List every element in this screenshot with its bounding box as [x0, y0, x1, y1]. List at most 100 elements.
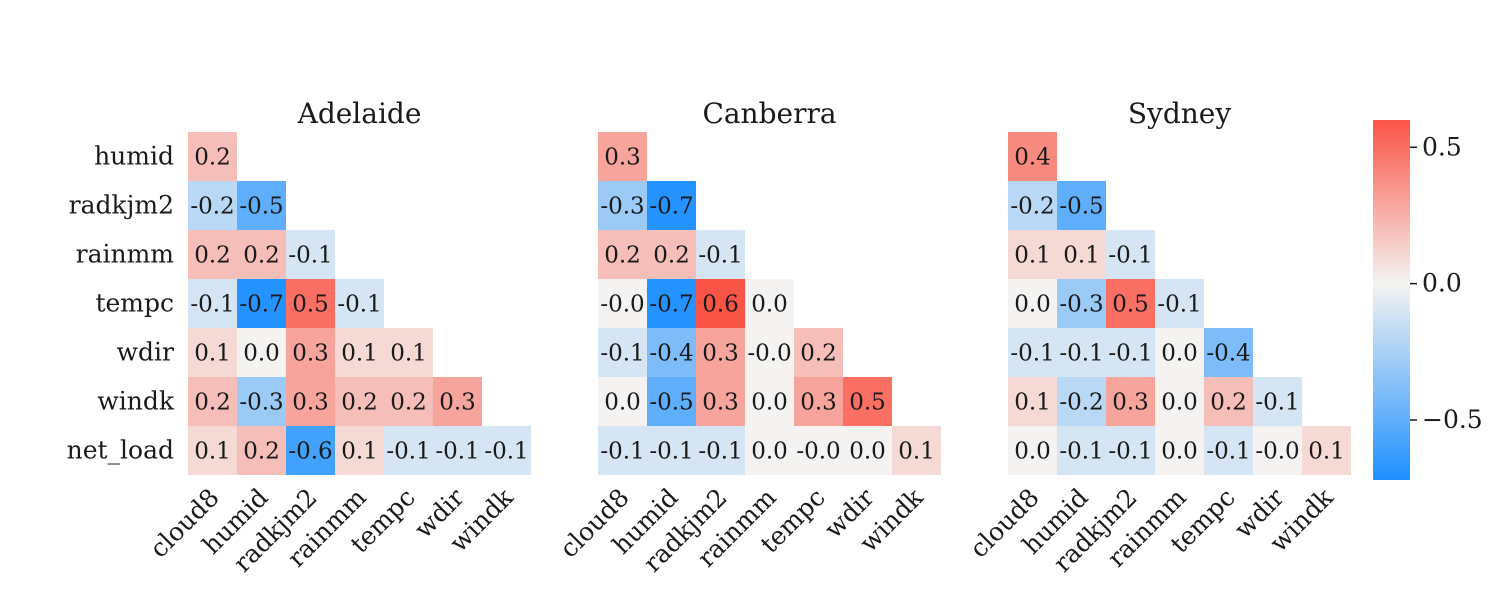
cell-value-label: 0.2 — [653, 243, 690, 269]
cell-value-label: -0.0 — [600, 292, 644, 318]
heatmap-cell — [647, 426, 696, 475]
heatmap-cell — [794, 377, 843, 426]
cell-value-label: -0.7 — [649, 194, 693, 220]
cell-value-label: 0.0 — [1161, 390, 1198, 416]
cell-value-label: 0.2 — [194, 145, 231, 171]
cell-value-label: 0.2 — [341, 390, 378, 416]
heatmap-cell — [1106, 230, 1155, 279]
panel-title: Canberra — [702, 97, 836, 130]
heatmap-cell — [598, 181, 647, 230]
cell-value-label: -0.2 — [190, 194, 234, 220]
cell-value-label: -0.1 — [1108, 243, 1152, 269]
heatmap-cell — [1008, 426, 1057, 475]
cell-value-label: -0.1 — [484, 439, 528, 465]
cell-value-label: -0.5 — [239, 194, 283, 220]
heatmap-cell — [598, 279, 647, 328]
cell-value-label: 0.3 — [292, 341, 329, 367]
heatmap-cell — [1008, 377, 1057, 426]
cell-value-label: 0.3 — [800, 390, 837, 416]
cell-value-label: 0.0 — [1161, 439, 1198, 465]
heatmap-cell — [1204, 426, 1253, 475]
cell-value-label: -0.1 — [190, 292, 234, 318]
colorbar-gradient — [1373, 120, 1410, 480]
heatmap-cell — [384, 328, 433, 377]
cell-value-label: -0.1 — [337, 292, 381, 318]
heatmap-cell — [384, 377, 433, 426]
colorbar: 0.5 0.0 −0.5 — [1373, 120, 1483, 480]
cell-value-label: -0.1 — [1010, 341, 1054, 367]
cell-value-label: 0.2 — [390, 390, 427, 416]
heatmap-cell — [335, 377, 384, 426]
cell-value-label: -0.2 — [1010, 194, 1054, 220]
cell-value-label: 0.0 — [751, 292, 788, 318]
cell-value-label: -0.0 — [747, 341, 791, 367]
cell-value-label: -0.3 — [239, 390, 283, 416]
heatmap-cell — [598, 426, 647, 475]
heatmap-cell — [188, 279, 237, 328]
cell-value-label: -0.2 — [1059, 390, 1103, 416]
cell-value-label: 0.3 — [702, 390, 739, 416]
heatmap-cell — [188, 181, 237, 230]
y-tick-label: humid — [94, 142, 174, 171]
cell-value-label: 0.5 — [1112, 292, 1149, 318]
cell-value-label: 0.5 — [292, 292, 329, 318]
heatmap-cell — [647, 328, 696, 377]
heatmap-cell — [237, 328, 286, 377]
cell-value-label: 0.2 — [194, 243, 231, 269]
y-tick-label: tempc — [95, 289, 174, 318]
cell-value-label: 0.0 — [849, 439, 886, 465]
heatmap-cell — [1106, 328, 1155, 377]
heatmap-cell — [1155, 279, 1204, 328]
cell-value-label: 0.5 — [849, 390, 886, 416]
heatmap-cell — [1155, 426, 1204, 475]
cell-value-label: 0.1 — [194, 341, 231, 367]
cell-value-label: 0.3 — [702, 341, 739, 367]
cell-value-label: -0.1 — [386, 439, 430, 465]
heatmap-cell — [1253, 426, 1302, 475]
heatmap-cell — [188, 426, 237, 475]
heatmap-cell — [598, 132, 647, 181]
heatmap-cell — [1106, 279, 1155, 328]
cell-value-label: -0.5 — [649, 390, 693, 416]
cell-value-label: 0.4 — [1014, 145, 1051, 171]
heatmap-cell — [237, 230, 286, 279]
heatmap-cell — [237, 377, 286, 426]
heatmap-cell — [286, 279, 335, 328]
cell-value-label: 0.1 — [1014, 243, 1051, 269]
heatmap-cell — [1057, 279, 1106, 328]
heatmap-cell — [1057, 181, 1106, 230]
heatmap-cell — [1008, 328, 1057, 377]
heatmap-cell — [892, 426, 941, 475]
cell-value-label: 0.1 — [1308, 439, 1345, 465]
heatmap-cell — [598, 377, 647, 426]
heatmap-cell — [745, 279, 794, 328]
cell-value-label: -0.1 — [600, 439, 644, 465]
cell-value-label: 0.2 — [243, 439, 280, 465]
heatmap-cell — [696, 377, 745, 426]
cell-value-label: -0.0 — [796, 439, 840, 465]
cell-value-label: -0.1 — [1157, 292, 1201, 318]
heatmap-cell — [433, 377, 482, 426]
colorbar-tick-label: 0.5 — [1422, 132, 1462, 161]
heatmap-cell — [1155, 328, 1204, 377]
cell-value-label: -0.5 — [1059, 194, 1103, 220]
heatmap-cell — [794, 328, 843, 377]
cell-value-label: -0.1 — [1059, 341, 1103, 367]
cell-value-label: 0.0 — [751, 390, 788, 416]
heatmap-cell — [1106, 377, 1155, 426]
heatmap-cell — [433, 426, 482, 475]
heatmap-cell — [745, 328, 794, 377]
heatmap-cell — [598, 230, 647, 279]
heatmap-cell — [843, 426, 892, 475]
cell-value-label: -0.4 — [1206, 341, 1250, 367]
cell-value-label: 0.2 — [194, 390, 231, 416]
cell-value-label: 0.1 — [898, 439, 935, 465]
cell-value-label: -0.4 — [649, 341, 693, 367]
heatmap-cell — [1008, 181, 1057, 230]
heatmap-cell — [696, 279, 745, 328]
panel-title: Adelaide — [297, 97, 422, 130]
heatmap-cell — [335, 426, 384, 475]
